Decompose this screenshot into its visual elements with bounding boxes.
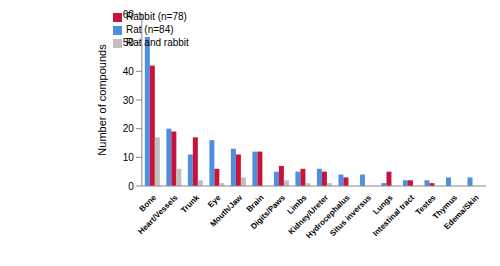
svg-text:Intestinal tract: Intestinal tract	[371, 193, 416, 238]
svg-text:Number of compounds: Number of compounds	[96, 44, 108, 156]
svg-text:30: 30	[123, 95, 135, 106]
svg-text:Situs inversus: Situs inversus	[328, 193, 373, 238]
svg-text:50: 50	[123, 37, 135, 48]
svg-text:Edema/Skin: Edema/Skin	[442, 193, 481, 232]
svg-text:Heart/Vessels: Heart/Vessels	[136, 193, 180, 237]
svg-text:Trunk: Trunk	[179, 193, 201, 215]
svg-text:40: 40	[123, 66, 135, 77]
svg-text:Eye: Eye	[206, 193, 223, 210]
svg-text:10: 10	[123, 152, 135, 163]
svg-text:Mouth/Jaw: Mouth/Jaw	[208, 193, 244, 229]
svg-text:0: 0	[128, 181, 134, 192]
svg-text:20: 20	[123, 123, 135, 134]
svg-text:Digits/Paws: Digits/Paws	[249, 193, 288, 232]
svg-text:60: 60	[123, 9, 135, 20]
